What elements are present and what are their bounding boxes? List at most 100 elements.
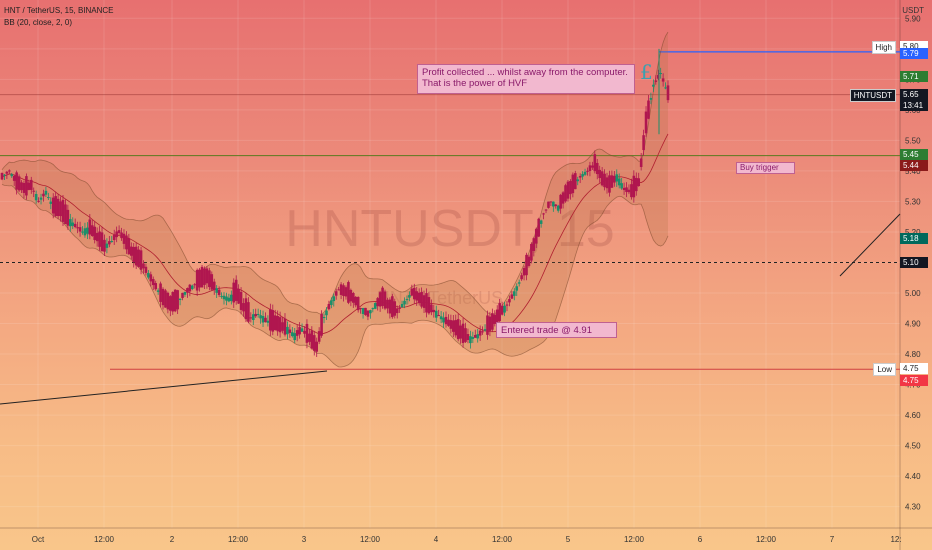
candle-body[interactable] [5, 171, 9, 174]
candle-body[interactable] [264, 317, 267, 323]
support-trendline[interactable] [0, 370, 328, 405]
candle-body[interactable] [66, 209, 70, 226]
entered-trade-label[interactable]: Entered trade @ 4.91 [496, 322, 617, 338]
candle-body[interactable] [505, 304, 509, 306]
candle-body[interactable] [256, 313, 260, 316]
candle-body[interactable] [439, 316, 443, 320]
candle-body[interactable] [586, 170, 589, 172]
candle-body[interactable] [588, 165, 592, 172]
candle-body[interactable] [278, 317, 282, 333]
candle-body[interactable] [88, 219, 92, 235]
candle-body[interactable] [373, 303, 377, 309]
candle-body[interactable] [513, 291, 516, 296]
candle-body[interactable] [437, 315, 440, 317]
candle-body[interactable] [334, 291, 338, 296]
candle-body[interactable] [134, 246, 138, 266]
candle-body[interactable] [481, 331, 484, 333]
candle-body[interactable] [369, 310, 372, 314]
candle-body[interactable] [503, 305, 506, 313]
candle-body[interactable] [656, 75, 660, 79]
candle-body[interactable] [491, 313, 494, 330]
candle-body[interactable] [225, 296, 228, 301]
candle-body[interactable] [166, 292, 170, 310]
candle-body[interactable] [251, 314, 255, 320]
candle-body[interactable] [120, 232, 123, 239]
candle-body[interactable] [17, 176, 21, 191]
candle-body[interactable] [181, 292, 184, 298]
candle-body[interactable] [593, 154, 597, 172]
candle-body[interactable] [605, 177, 609, 189]
candle-body[interactable] [591, 165, 594, 168]
candle-body[interactable] [483, 329, 487, 331]
candle-body[interactable] [93, 226, 97, 240]
candle-body[interactable] [212, 281, 216, 291]
candle-body[interactable] [200, 266, 204, 288]
candle-body[interactable] [288, 329, 292, 333]
candle-body[interactable] [412, 287, 416, 300]
candle-body[interactable] [615, 174, 619, 182]
candle-body[interactable] [142, 263, 145, 269]
candle-body[interactable] [51, 197, 55, 214]
candle-body[interactable] [395, 308, 399, 314]
candle-body[interactable] [393, 301, 397, 316]
candle-body[interactable] [22, 183, 26, 193]
candle-body[interactable] [664, 87, 667, 89]
candle-body[interactable] [625, 187, 628, 192]
candle-body[interactable] [637, 178, 641, 187]
candle-body[interactable] [149, 274, 153, 282]
candle-body[interactable] [617, 178, 621, 186]
candle-body[interactable] [127, 238, 131, 255]
candle-body[interactable] [239, 291, 243, 310]
candle-body[interactable] [449, 320, 453, 329]
candle-body[interactable] [305, 323, 309, 343]
candle-body[interactable] [71, 222, 75, 226]
candle-body[interactable] [178, 298, 182, 300]
candle-body[interactable] [459, 325, 462, 339]
candle-body[interactable] [273, 315, 277, 331]
candle-body[interactable] [151, 279, 155, 286]
candle-body[interactable] [571, 174, 575, 194]
candle-body[interactable] [73, 223, 77, 228]
candle-body[interactable] [205, 268, 209, 284]
candle-body[interactable] [476, 334, 480, 339]
candle-body[interactable] [403, 300, 406, 305]
candle-body[interactable] [220, 295, 223, 297]
candle-body[interactable] [442, 317, 445, 323]
candle-body[interactable] [83, 228, 87, 236]
candle-body[interactable] [549, 201, 553, 203]
candle-body[interactable] [620, 183, 623, 189]
candle-body[interactable] [183, 291, 187, 295]
candle-body[interactable] [652, 84, 655, 87]
candle-body[interactable] [425, 293, 428, 313]
candle-body[interactable] [300, 328, 304, 332]
candle-body[interactable] [364, 307, 367, 315]
candle-body[interactable] [493, 314, 497, 324]
candle-body[interactable] [561, 192, 565, 204]
candle-body[interactable] [642, 135, 645, 151]
candle-body[interactable] [234, 279, 238, 301]
candle-body[interactable] [15, 172, 18, 190]
candle-body[interactable] [554, 204, 558, 207]
candle-body[interactable] [603, 173, 606, 188]
candle-body[interactable] [125, 235, 128, 250]
candle-body[interactable] [349, 289, 353, 302]
candle-body[interactable] [12, 175, 16, 181]
candle-body[interactable] [632, 175, 636, 198]
candle-body[interactable] [42, 193, 45, 197]
candle-body[interactable] [86, 227, 89, 234]
candle-body[interactable] [610, 175, 614, 188]
candle-body[interactable] [298, 327, 301, 335]
candle-body[interactable] [215, 288, 218, 293]
candle-body[interactable] [634, 177, 638, 192]
candle-body[interactable] [64, 204, 67, 225]
candle-body[interactable] [400, 303, 404, 308]
candle-body[interactable] [122, 233, 126, 244]
candle-body[interactable] [510, 294, 514, 299]
candle-body[interactable] [332, 296, 336, 302]
candle-body[interactable] [103, 239, 106, 252]
candle-body[interactable] [405, 299, 409, 301]
candle-body[interactable] [532, 238, 536, 251]
candle-body[interactable] [556, 205, 560, 211]
candle-body[interactable] [486, 315, 489, 335]
candle-body[interactable] [661, 78, 665, 82]
